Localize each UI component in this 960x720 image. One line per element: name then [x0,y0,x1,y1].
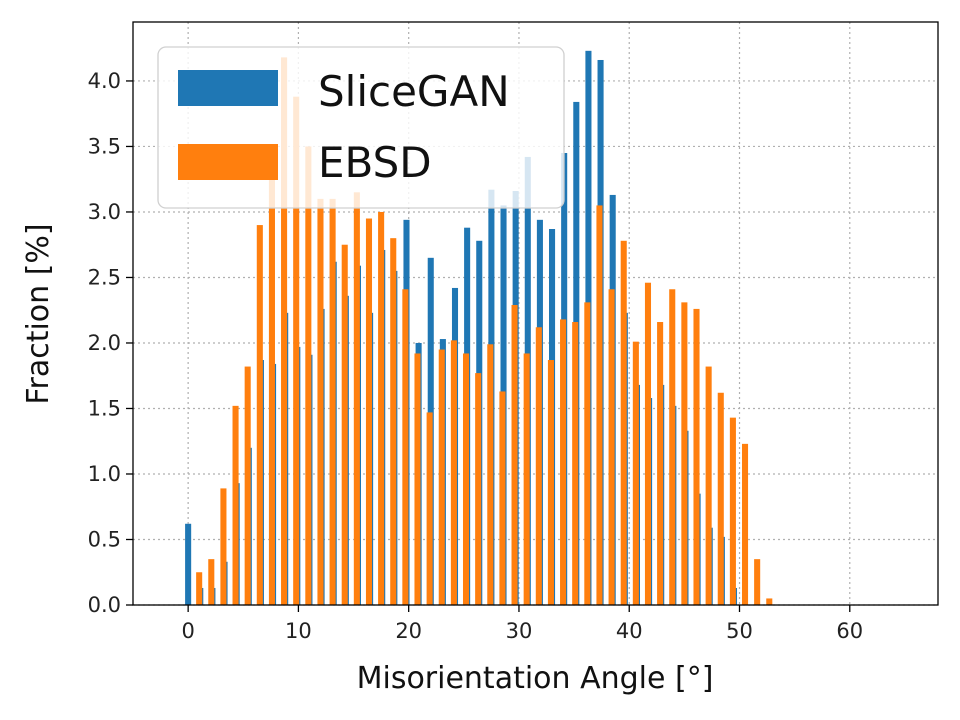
y-axis-label: Fraction [%] [21,223,56,404]
bar-ebsd [281,57,288,606]
bar-ebsd [414,353,421,605]
y-axis-ticks: 0.0 0.5 1.0 1.5 2.0 2.5 3.0 3.5 4.0 [88,69,133,617]
bar-slicegan [185,523,192,605]
x-tick-label: 50 [726,619,753,643]
bar-ebsd [523,353,530,605]
y-tick-label: 1.5 [88,396,121,420]
bar-ebsd [693,308,700,605]
bar-ebsd [305,146,312,605]
y-tick-label: 0.0 [88,593,121,617]
bar-ebsd [608,289,615,605]
bar-ebsd [220,488,227,605]
legend-label-ebsd: EBSD [318,138,432,187]
bar-ebsd [729,417,736,605]
x-tick-label: 30 [506,619,533,643]
bar-layer [185,50,773,606]
x-tick-label: 0 [181,619,194,643]
bar-ebsd [511,304,518,605]
bar-ebsd [317,198,324,605]
bar-ebsd [705,366,712,605]
bar-ebsd [754,559,761,605]
bar-ebsd [584,302,591,605]
bar-ebsd [657,322,664,605]
x-tick-label: 20 [395,619,422,643]
x-tick-label: 10 [285,619,312,643]
bar-ebsd [378,211,385,605]
bar-ebsd [669,289,676,605]
x-tick-label: 40 [616,619,643,643]
bar-ebsd [499,391,506,605]
x-axis-ticks: 0 10 20 30 40 50 60 [181,605,863,643]
bar-ebsd [256,225,263,605]
bar-ebsd [329,198,336,605]
y-tick-label: 2.0 [88,331,121,355]
bar-ebsd [596,205,603,606]
y-tick-label: 1.0 [88,462,121,486]
y-tick-label: 3.0 [88,200,121,224]
y-tick-label: 2.5 [88,265,121,289]
bar-ebsd [450,340,457,605]
bar-ebsd [766,598,773,605]
bar-ebsd [196,572,203,605]
series-ebsd-bars [196,57,773,606]
bar-ebsd [390,238,397,606]
bar-ebsd [475,373,482,605]
bar-ebsd [681,302,688,605]
bar-ebsd [402,289,409,605]
plot-frame [132,21,939,606]
bar-ebsd [741,443,749,605]
bar-ebsd [644,282,652,605]
bar-ebsd [208,559,215,605]
bar-ebsd [426,412,433,605]
bar-ebsd [620,240,627,606]
bar-ebsd [244,366,251,605]
y-tick-label: 0.5 [88,527,121,551]
y-tick-label: 4.0 [88,69,121,93]
legend: SliceGAN EBSD [157,46,565,209]
x-axis-label: Misorientation Angle [°] [357,661,714,696]
bar-ebsd [293,96,300,606]
legend-label-slicegan: SliceGAN [318,67,510,116]
x-tick-label: 60 [836,619,863,643]
bar-ebsd [232,405,239,605]
bar-ebsd [487,344,494,605]
bar-ebsd [632,341,639,605]
bar-ebsd [535,327,542,605]
bar-ebsd [572,322,579,605]
bar-ebsd [462,353,470,605]
legend-swatch-ebsd [178,144,278,180]
bar-ebsd [547,360,554,605]
bar-ebsd [365,218,373,605]
bar-ebsd [438,349,445,605]
bar-ebsd [560,319,567,605]
bar-ebsd [717,392,724,605]
y-tick-label: 3.5 [88,134,121,158]
legend-swatch-slicegan [178,70,278,106]
bar-ebsd [341,244,348,605]
bar-ebsd [353,192,360,605]
bar-ebsd [268,147,275,605]
